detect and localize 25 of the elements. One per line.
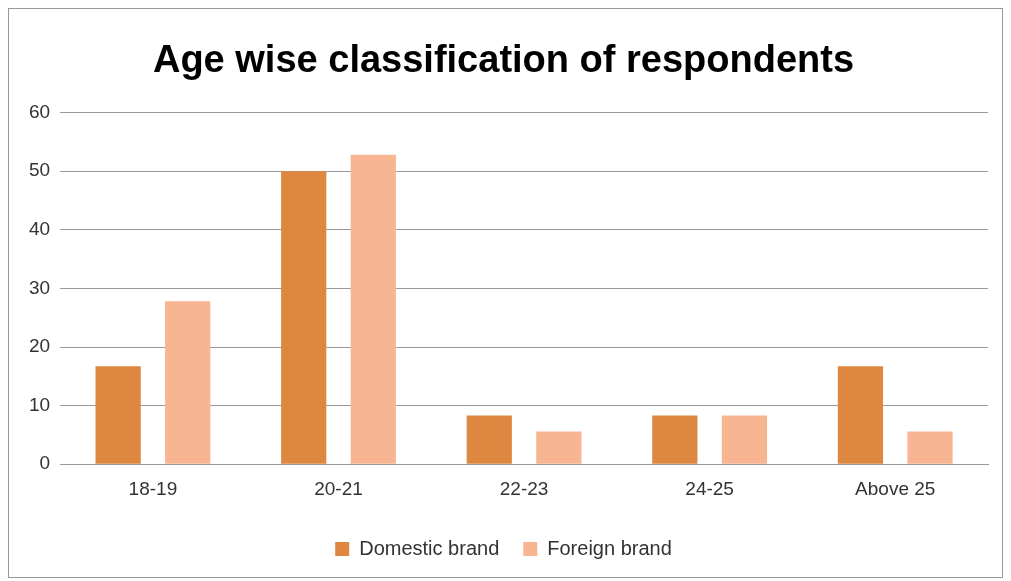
bar <box>721 415 768 464</box>
bar <box>536 431 582 464</box>
bar <box>466 415 512 464</box>
bar <box>165 301 211 464</box>
bar <box>837 366 884 464</box>
x-tick-label: 22-23 <box>499 477 549 499</box>
y-tick-label: 10 <box>28 393 51 415</box>
y-tick-label: 30 <box>28 276 51 298</box>
legend-label: Foreign brand <box>547 536 672 559</box>
x-tick-label: 18-19 <box>128 477 178 499</box>
bar <box>652 415 698 464</box>
y-tick-label: 60 <box>28 100 51 122</box>
y-tick-label: 40 <box>28 218 51 240</box>
bar <box>95 366 141 464</box>
y-tick-label: 50 <box>28 159 51 181</box>
y-tick-label: 0 <box>39 452 51 474</box>
bar <box>350 154 396 464</box>
bar <box>907 431 953 464</box>
chart-title: Age wise classification of respondents <box>152 38 855 81</box>
y-tick-label: 20 <box>28 335 51 357</box>
x-tick-label: Above 25 <box>855 477 936 499</box>
legend-label: Domestic brand <box>359 536 500 559</box>
x-tick-label: 20-21 <box>314 477 363 499</box>
bar <box>281 171 327 464</box>
x-tick-label: 24-25 <box>685 477 734 499</box>
